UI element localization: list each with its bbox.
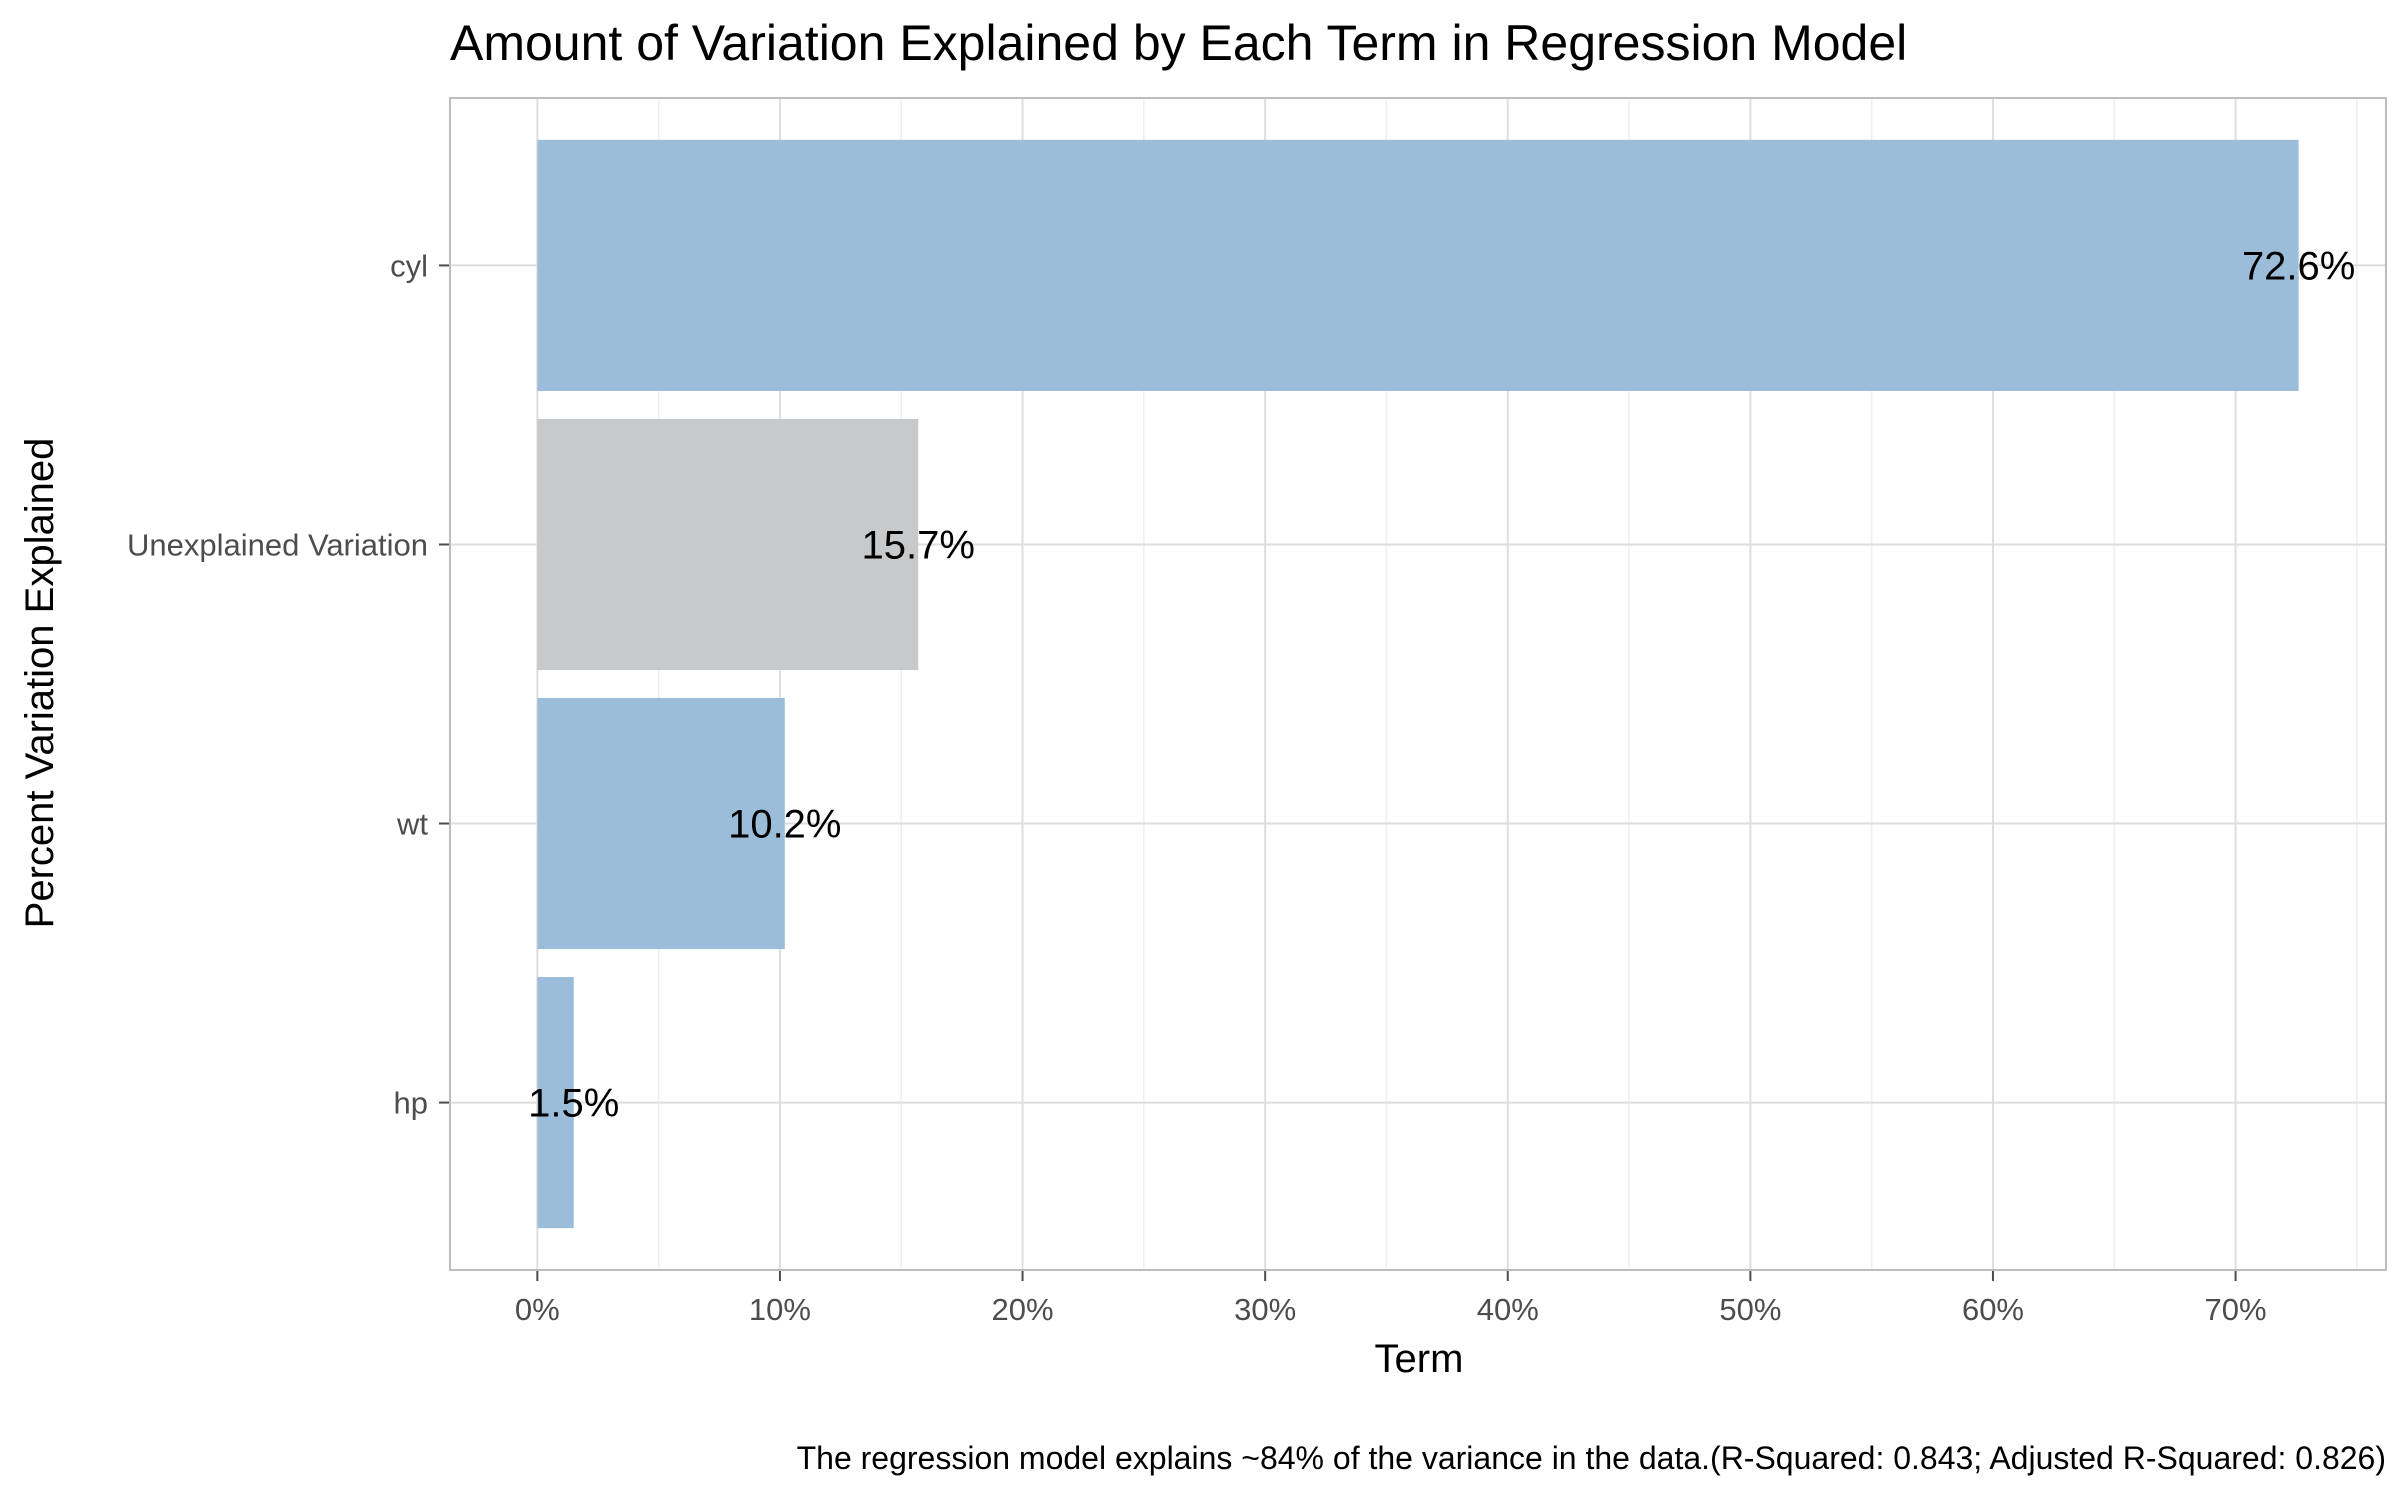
data-label: 10.2% <box>728 803 841 847</box>
panel-border <box>449 97 2387 1271</box>
x-tick-label: 20% <box>992 1292 1054 1327</box>
y-tick-label: wt <box>396 807 428 842</box>
x-tick-label: 60% <box>1962 1292 2024 1327</box>
chart-title: Amount of Variation Explained by Each Te… <box>450 15 1907 71</box>
bar-wt <box>537 697 785 950</box>
data-label: 15.7% <box>862 523 975 567</box>
x-tick-label: 0% <box>515 1292 560 1327</box>
y-tick-label: cyl <box>390 248 428 283</box>
x-tick-label: 10% <box>749 1292 811 1327</box>
chart-caption: The regression model explains ~84% of th… <box>797 1440 2386 1476</box>
data-label: 72.6% <box>2242 244 2355 288</box>
x-tick-label: 50% <box>1719 1292 1781 1327</box>
y-tick-label: hp <box>394 1086 428 1121</box>
x-axis-title: Term <box>1375 1337 1464 1381</box>
data-label: 1.5% <box>528 1082 619 1126</box>
axes: cyl Unexplained Variation wt hp 0% 10% 20% 30% 4… <box>127 248 2267 1327</box>
data-labels: 72.6% 15.7% 10.2% 1.5% <box>528 244 2355 1125</box>
bars <box>537 139 2299 1229</box>
y-tick-label: Unexplained Variation <box>127 527 428 562</box>
bar-hp <box>537 977 574 1229</box>
y-axis-title: Percent Variation Explained <box>18 438 62 929</box>
x-tick-label: 40% <box>1477 1292 1539 1327</box>
bar-unexplained-variation <box>537 418 919 671</box>
bar-cyl <box>537 139 2299 391</box>
x-tick-label: 30% <box>1234 1292 1296 1327</box>
x-tick-label: 70% <box>2205 1292 2267 1327</box>
